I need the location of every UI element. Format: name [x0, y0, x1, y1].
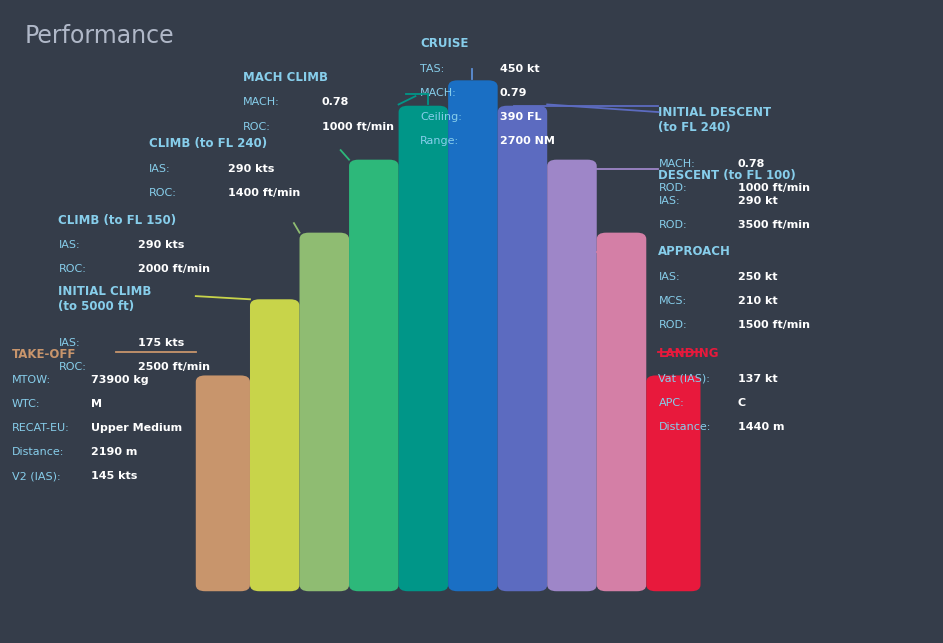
FancyBboxPatch shape	[448, 80, 498, 591]
Text: MTOW:: MTOW:	[11, 375, 51, 385]
Text: Distance:: Distance:	[11, 447, 64, 457]
Text: RECAT-EU:: RECAT-EU:	[11, 423, 70, 433]
Text: 73900 kg: 73900 kg	[91, 375, 149, 385]
Text: 0.78: 0.78	[737, 159, 766, 169]
Text: 1000 ft/min: 1000 ft/min	[322, 122, 394, 132]
FancyBboxPatch shape	[547, 159, 597, 591]
Text: 137 kt: 137 kt	[737, 374, 778, 383]
Text: 1000 ft/min: 1000 ft/min	[737, 183, 810, 193]
Text: 2700 NM: 2700 NM	[500, 136, 554, 146]
Text: INITIAL CLIMB
(to 5000 ft): INITIAL CLIMB (to 5000 ft)	[58, 285, 152, 313]
FancyBboxPatch shape	[597, 233, 646, 591]
Text: 290 kt: 290 kt	[737, 196, 778, 206]
FancyBboxPatch shape	[250, 299, 300, 591]
Text: 0.78: 0.78	[322, 98, 349, 107]
Text: LANDING: LANDING	[658, 347, 719, 360]
Text: TAS:: TAS:	[420, 64, 444, 74]
Text: 450 kt: 450 kt	[500, 64, 539, 74]
FancyBboxPatch shape	[498, 105, 547, 591]
Text: 290 kts: 290 kts	[228, 164, 274, 174]
Text: Vat (IAS):: Vat (IAS):	[658, 374, 710, 383]
Text: APPROACH: APPROACH	[658, 246, 732, 258]
Text: 145 kts: 145 kts	[91, 471, 138, 481]
Text: Performance: Performance	[25, 24, 174, 48]
Text: 2190 m: 2190 m	[91, 447, 138, 457]
FancyBboxPatch shape	[399, 105, 448, 591]
Text: ROC:: ROC:	[242, 122, 271, 132]
Text: MACH:: MACH:	[420, 88, 456, 98]
Text: MCS:: MCS:	[658, 296, 687, 306]
FancyBboxPatch shape	[300, 233, 349, 591]
Text: Range:: Range:	[420, 136, 459, 146]
FancyBboxPatch shape	[349, 159, 399, 591]
Text: DESCENT (to FL 100): DESCENT (to FL 100)	[658, 169, 796, 182]
Text: C: C	[737, 397, 746, 408]
Text: 390 FL: 390 FL	[500, 112, 541, 122]
Text: IAS:: IAS:	[149, 164, 171, 174]
Text: APC:: APC:	[658, 397, 685, 408]
Text: CRUISE: CRUISE	[420, 37, 469, 50]
Text: IAS:: IAS:	[658, 196, 680, 206]
Text: ROC:: ROC:	[149, 188, 177, 198]
FancyBboxPatch shape	[646, 376, 701, 591]
Text: IAS:: IAS:	[58, 240, 80, 250]
Text: V2 (IAS):: V2 (IAS):	[11, 471, 60, 481]
Text: CLIMB (to FL 240): CLIMB (to FL 240)	[149, 138, 267, 150]
Text: Distance:: Distance:	[658, 422, 711, 432]
Text: 2000 ft/min: 2000 ft/min	[138, 264, 210, 275]
Text: IAS:: IAS:	[58, 338, 80, 348]
Text: ROC:: ROC:	[58, 264, 86, 275]
Text: ROD:: ROD:	[658, 220, 687, 230]
Text: INITIAL DESCENT
(to FL 240): INITIAL DESCENT (to FL 240)	[658, 105, 771, 134]
Text: TAKE-OFF: TAKE-OFF	[11, 348, 76, 361]
Text: MACH CLIMB: MACH CLIMB	[242, 71, 327, 84]
Text: MACH:: MACH:	[242, 98, 279, 107]
Text: Ceiling:: Ceiling:	[420, 112, 462, 122]
Text: 3500 ft/min: 3500 ft/min	[737, 220, 810, 230]
Text: CLIMB (to FL 150): CLIMB (to FL 150)	[58, 213, 176, 226]
Text: M: M	[91, 399, 102, 409]
Text: 0.79: 0.79	[500, 88, 527, 98]
Text: ROD:: ROD:	[658, 320, 687, 331]
Text: 250 kt: 250 kt	[737, 272, 777, 282]
Text: 175 kts: 175 kts	[138, 338, 184, 348]
Text: 1440 m: 1440 m	[737, 422, 785, 432]
Text: 210 kt: 210 kt	[737, 296, 778, 306]
Text: 2500 ft/min: 2500 ft/min	[138, 362, 210, 372]
Text: 1400 ft/min: 1400 ft/min	[228, 188, 301, 198]
Text: 290 kts: 290 kts	[138, 240, 184, 250]
Text: WTC:: WTC:	[11, 399, 41, 409]
Text: ROC:: ROC:	[58, 362, 86, 372]
FancyBboxPatch shape	[196, 376, 250, 591]
Text: IAS:: IAS:	[658, 272, 680, 282]
Text: ROD:: ROD:	[658, 183, 687, 193]
Text: MACH:: MACH:	[658, 159, 695, 169]
Text: 1500 ft/min: 1500 ft/min	[737, 320, 810, 331]
Text: Upper Medium: Upper Medium	[91, 423, 182, 433]
